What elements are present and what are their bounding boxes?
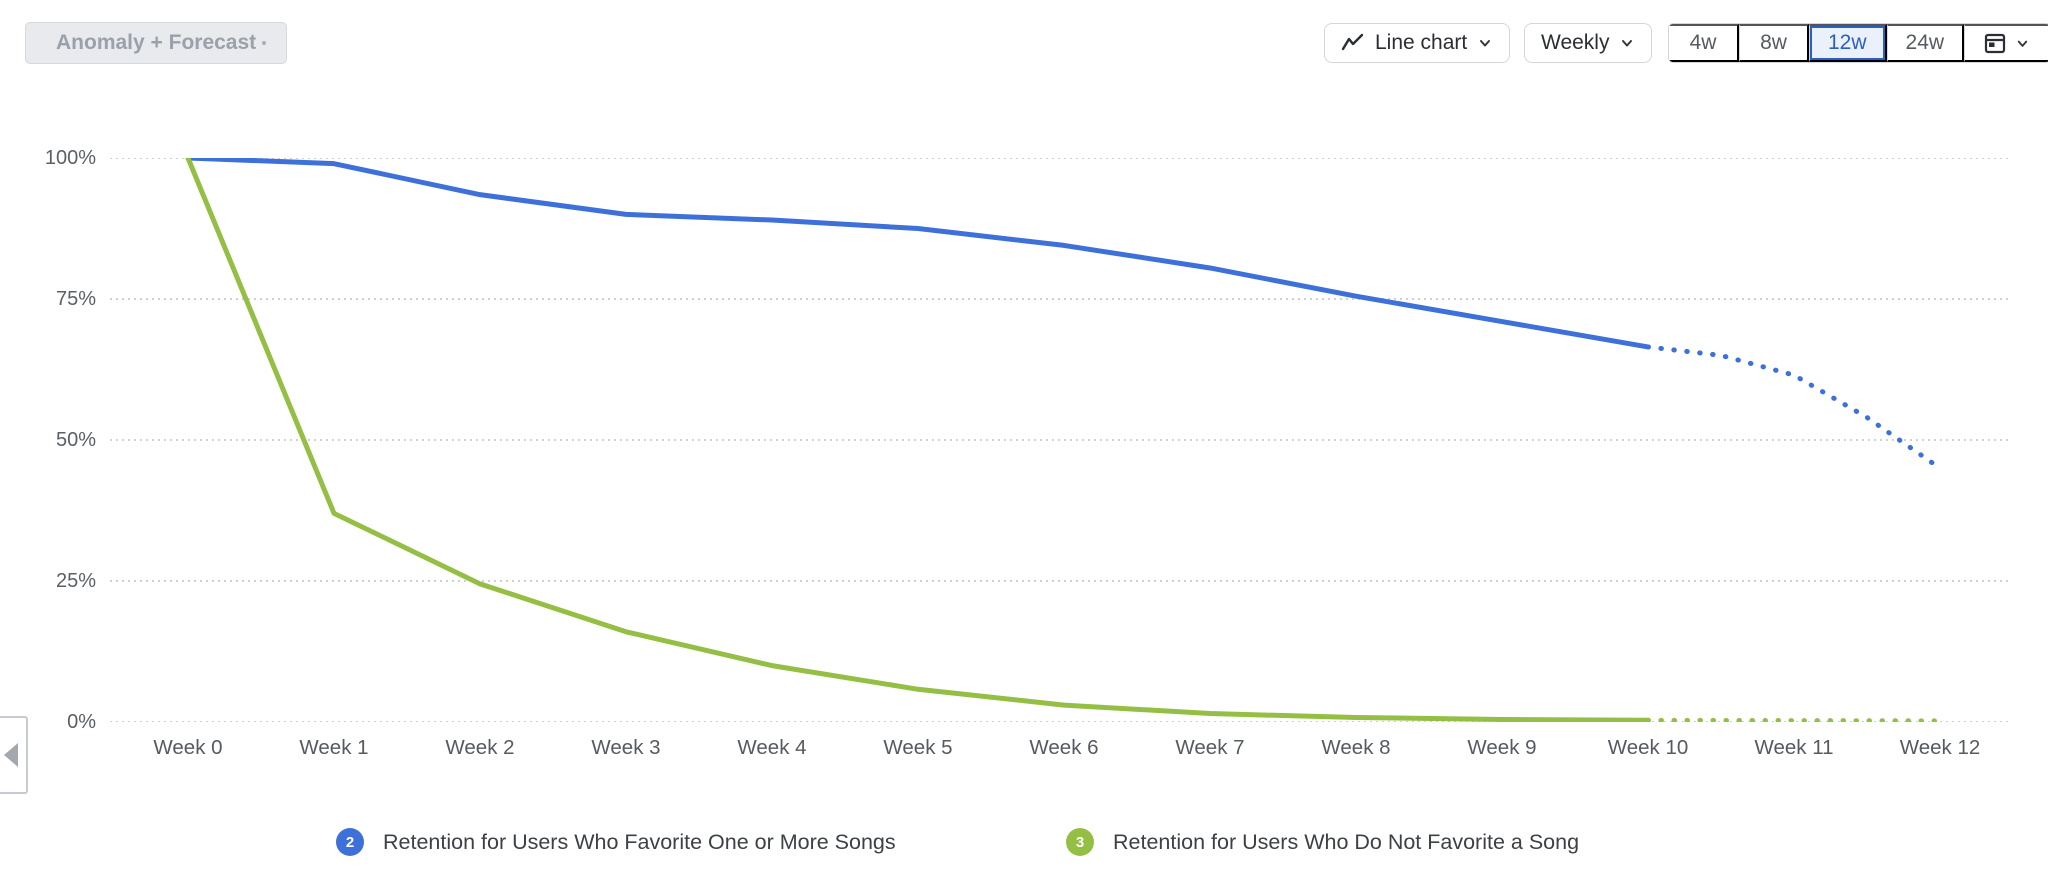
- series-badge: 2: [336, 828, 364, 856]
- x-axis-label: Week 9: [1467, 736, 1537, 759]
- date-range-button-group: 4w 8w 12w 24w: [1668, 23, 2048, 63]
- series-forecast-3[interactable]: [1645, 717, 1943, 722]
- chart-type-select[interactable]: Line chart: [1324, 23, 1511, 63]
- x-axis-label: Week 0: [153, 736, 223, 759]
- drag-handle-dot: [262, 41, 266, 45]
- x-axis-label: Week 1: [299, 736, 369, 759]
- x-axis-label: Week 11: [1754, 736, 1834, 759]
- x-axis-label: Week 10: [1607, 736, 1689, 759]
- series-badge: 3: [1066, 828, 1094, 856]
- anomaly-forecast-button[interactable]: Anomaly + Forecast: [25, 22, 288, 64]
- calendar-icon: [1983, 31, 2007, 55]
- granularity-label: Weekly: [1541, 31, 1610, 54]
- line-chart-icon: [1341, 33, 1365, 53]
- range-button-12w[interactable]: 12w: [1809, 24, 1887, 62]
- series-line-2[interactable]: [185, 158, 1651, 350]
- x-axis-label: Week 6: [1029, 736, 1099, 759]
- legend-item-favorite-users[interactable]: 2 Retention for Users Who Favorite One o…: [336, 828, 896, 856]
- y-axis-label: 100%: [44, 147, 96, 169]
- x-axis-label: Week 2: [445, 736, 515, 759]
- triangle-left-icon: [4, 743, 18, 767]
- chevron-down-icon: [1477, 35, 1493, 51]
- x-axis-label: Week 8: [1321, 736, 1391, 759]
- legend-item-non-favorite-users[interactable]: 3 Retention for Users Who Do Not Favorit…: [1066, 828, 1579, 856]
- y-axis-label: 50%: [55, 429, 96, 451]
- granularity-select[interactable]: Weekly: [1524, 23, 1653, 63]
- x-axis-label: Week 5: [883, 736, 953, 759]
- chart-type-label: Line chart: [1375, 31, 1468, 54]
- series-line-3[interactable]: [185, 158, 1651, 722]
- series-forecast-2[interactable]: [1645, 344, 1943, 471]
- range-button-4w[interactable]: 4w: [1669, 24, 1739, 62]
- x-axis-label: Week 4: [737, 736, 807, 759]
- legend-label: Retention for Users Who Favorite One or …: [383, 829, 896, 854]
- y-axis-label: 0%: [67, 711, 96, 733]
- plot-svg[interactable]: [110, 158, 2010, 722]
- range-button-24w[interactable]: 24w: [1886, 24, 1965, 62]
- chevron-down-icon: [2015, 36, 2030, 51]
- date-picker-button[interactable]: [1964, 24, 2048, 62]
- y-axis: 0% 25% 50% 75% 100%: [0, 147, 96, 733]
- y-axis-label: 25%: [55, 570, 96, 592]
- x-axis-label: Week 7: [1175, 736, 1245, 759]
- collapse-panel-button[interactable]: [0, 716, 28, 794]
- y-axis-label: 75%: [55, 288, 96, 310]
- chevron-down-icon: [1619, 35, 1635, 51]
- x-axis-label: Week 3: [591, 736, 661, 759]
- range-button-8w[interactable]: 8w: [1739, 24, 1809, 62]
- x-axis-label: Week 12: [1899, 736, 1981, 759]
- x-axis: Week 0 Week 1 Week 2 Week 3 Week 4 Week 5 Week…: [110, 736, 2010, 766]
- legend-label: Retention for Users Who Do Not Favorite …: [1113, 829, 1580, 854]
